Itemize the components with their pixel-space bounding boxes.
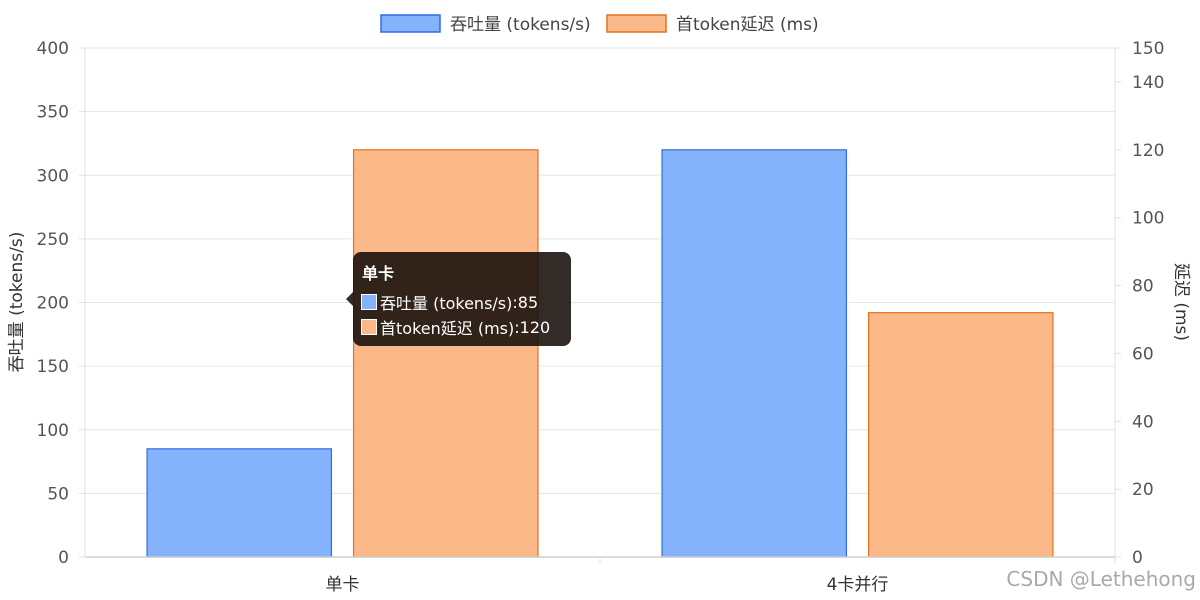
y-tick-label-right: 150 — [1132, 39, 1164, 59]
y-axis-right-title: 延迟 (ms) — [1171, 263, 1191, 341]
y-tick-label-right: 0 — [1132, 548, 1143, 568]
tooltip-swatch — [361, 294, 377, 310]
tooltip-row-latency: 首token延迟 (ms): 120 — [361, 315, 550, 339]
y-tick-label-right: 60 — [1132, 344, 1154, 364]
x-tick-label: 单卡 — [326, 575, 360, 595]
y-tick-label-right: 20 — [1132, 480, 1154, 500]
x-tick-label: 4卡并行 — [827, 575, 889, 595]
bars-group — [146, 149, 1054, 558]
y-tick-label-left: 150 — [37, 357, 69, 377]
y-axis-left-title: 吞吐量 (tokens/s) — [7, 232, 27, 373]
y-tick-label-left: 250 — [37, 230, 69, 250]
y-tick-label-right: 40 — [1132, 412, 1154, 432]
tooltip-swatch — [361, 319, 377, 335]
y-tick-label-left: 50 — [47, 484, 69, 504]
y-tick-label-left: 400 — [37, 39, 69, 59]
tooltip-title: 单卡 — [362, 264, 395, 283]
y-tick-label-left: 300 — [37, 166, 69, 186]
legend-label-0[interactable]: 吞吐量 (tokens/s) — [450, 15, 591, 35]
legend-swatch-0[interactable] — [380, 14, 441, 33]
tooltip-key: 吞吐量 (tokens/s) — [380, 294, 513, 313]
y-tick-label-left: 100 — [37, 421, 69, 441]
bar-throughput-0[interactable] — [146, 448, 333, 558]
bar-throughput-1[interactable] — [661, 149, 848, 558]
bar-latency-1[interactable] — [867, 312, 1054, 558]
y-tick-label-left: 200 — [37, 294, 69, 314]
y-tick-label-right: 80 — [1132, 277, 1154, 297]
y-tick-label-right: 100 — [1132, 209, 1164, 229]
tooltip-row-throughput: 吞吐量 (tokens/s): 85 — [361, 290, 538, 314]
y-tick-label-left: 0 — [58, 548, 69, 568]
legend-label-1[interactable]: 首token延迟 (ms) — [676, 15, 819, 35]
watermark: CSDN @Lethehong — [1006, 567, 1196, 591]
tooltip-value: 85 — [517, 292, 539, 312]
tooltip: 单卡 吞吐量 (tokens/s): 85 首token延迟 (ms): 120 — [346, 252, 571, 346]
y-tick-label-left: 350 — [37, 103, 69, 123]
tooltip-value: 120 — [519, 317, 551, 337]
y-tick-label-right: 140 — [1132, 73, 1164, 93]
legend-swatch-1[interactable] — [606, 14, 667, 33]
tooltip-key: 首token延迟 (ms) — [380, 319, 515, 338]
y-tick-label-right: 120 — [1132, 141, 1164, 161]
axes-group: 0 50 100 150 200 250 300 350 400 0 20 40 60 80 100 120 1… — [37, 39, 1165, 595]
legend: 吞吐量 (tokens/s) 首token延迟 (ms) — [380, 14, 819, 35]
bar-latency-0[interactable] — [352, 149, 539, 558]
